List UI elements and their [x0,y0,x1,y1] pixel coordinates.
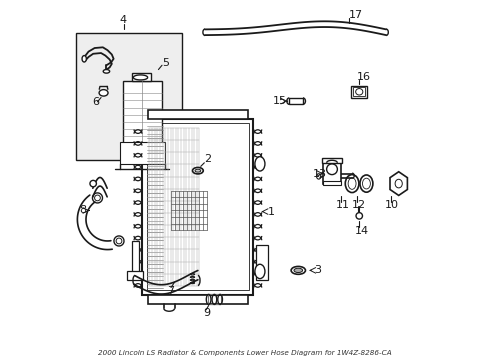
Text: 3: 3 [313,265,320,275]
Polygon shape [389,172,407,195]
Text: 2000 Lincoln LS Radiator & Components Lower Hose Diagram for 1W4Z-8286-CA: 2000 Lincoln LS Radiator & Components Lo… [98,350,390,356]
Ellipse shape [355,213,362,219]
Text: 16: 16 [356,72,369,82]
Bar [323,163,340,184]
Ellipse shape [82,55,86,62]
Text: 2: 2 [204,154,211,164]
Ellipse shape [293,268,302,273]
Bar [352,87,365,96]
Text: 13: 13 [312,168,326,179]
Ellipse shape [99,90,108,96]
Text: 9: 9 [203,309,210,318]
Bar [76,33,182,160]
Text: 6: 6 [92,97,99,107]
Bar [147,110,247,119]
Bar [289,98,303,104]
Text: 7: 7 [166,286,173,296]
Text: 15: 15 [273,96,286,106]
Bar [256,244,267,280]
Bar [351,86,366,98]
Bar [122,81,162,144]
Text: 11: 11 [335,200,349,210]
Text: 4: 4 [120,15,126,26]
Ellipse shape [355,89,362,95]
Text: 12: 12 [351,200,366,210]
Bar [131,241,139,273]
Text: 14: 14 [354,226,368,236]
Text: 8: 8 [80,206,86,216]
Ellipse shape [103,69,109,73]
Text: 17: 17 [348,10,363,20]
Bar [127,271,142,280]
Text: 1: 1 [267,207,274,217]
Ellipse shape [254,157,264,171]
Ellipse shape [254,264,264,279]
Bar [321,158,341,163]
Ellipse shape [90,180,96,187]
Ellipse shape [290,266,305,274]
Bar [131,73,151,81]
Text: 10: 10 [384,200,398,210]
Bar [146,123,249,291]
Bar [322,181,341,185]
Text: 5: 5 [162,58,169,68]
Bar [142,119,253,295]
Ellipse shape [195,169,201,172]
Bar [147,295,247,304]
Bar [120,142,164,164]
Ellipse shape [192,167,203,174]
Bar [207,294,221,304]
